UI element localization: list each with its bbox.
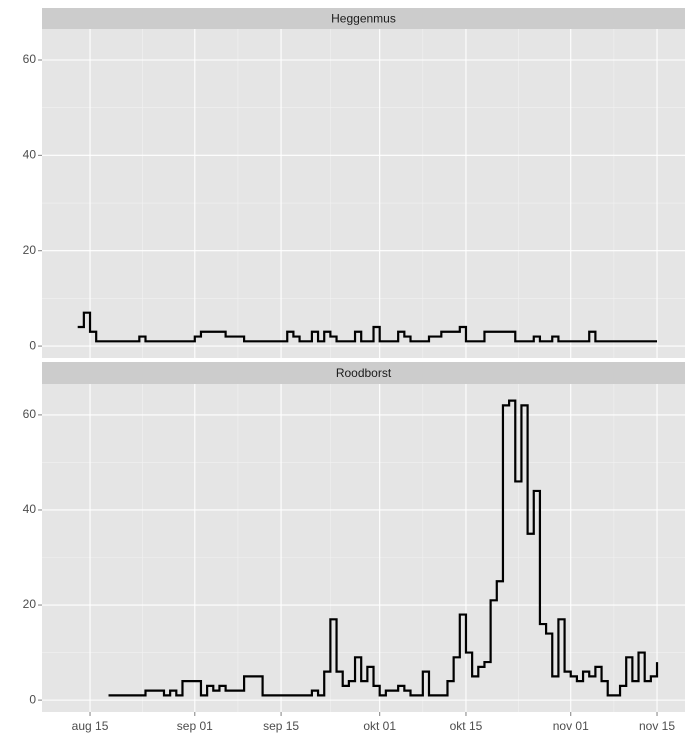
y-tick-label: 0 [29,692,36,706]
y-tick-label: 60 [23,52,37,66]
x-tick-label: aug 15 [72,719,109,733]
y-tick-label: 40 [23,148,37,162]
panel-title: Roodborst [336,366,392,380]
panel-title: Heggenmus [331,12,396,26]
x-tick-label: okt 01 [363,719,396,733]
step-line [77,311,658,343]
y-tick-label: 20 [23,243,37,257]
step-line [108,399,659,697]
y-tick-label: 20 [23,597,37,611]
x-tick-label: okt 15 [450,719,483,733]
x-tick-label: nov 01 [553,719,589,733]
y-tick-label: 40 [23,502,37,516]
strip [42,8,685,29]
x-tick-label: sep 15 [263,719,299,733]
x-tick-label: nov 15 [639,719,675,733]
panel [42,384,685,712]
y-tick-label: 0 [29,338,36,352]
strip [42,362,685,384]
x-tick-label: sep 01 [177,719,213,733]
y-tick-label: 60 [23,407,37,421]
panel [42,29,685,358]
